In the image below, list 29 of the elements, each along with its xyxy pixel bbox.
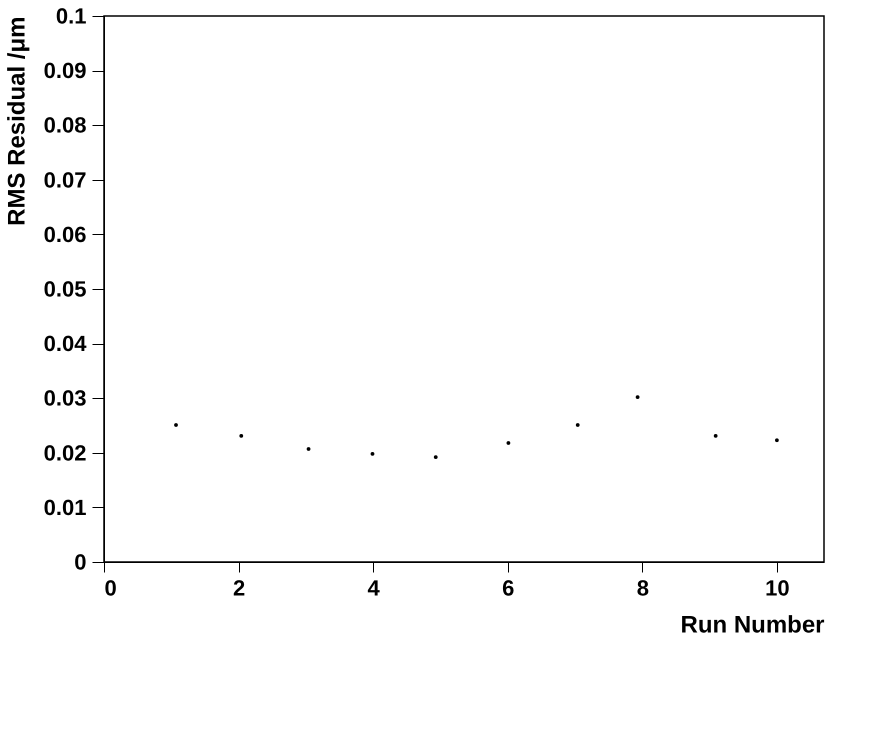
point	[775, 438, 779, 442]
y-tick-label: 0.01	[44, 494, 86, 520]
x-tick-label: 0	[104, 576, 117, 600]
point	[576, 423, 580, 427]
point	[714, 434, 718, 438]
y-tick-label: 0.05	[44, 276, 86, 302]
point	[239, 434, 244, 438]
y-tick-label: 0.08	[44, 112, 86, 138]
point	[434, 455, 438, 460]
point	[370, 452, 374, 456]
y-tick-label: 0.06	[44, 222, 86, 247]
x-tick-label: 10	[765, 576, 790, 600]
x-tick-label: 8	[636, 576, 649, 600]
point	[306, 447, 310, 451]
y-tick-label: 0	[74, 550, 86, 574]
y-tick-label: 0.1	[56, 4, 86, 28]
x-tick-label: 2	[232, 576, 246, 600]
y-tick-label: 0.03	[44, 386, 86, 411]
x-tick-label: 4	[368, 576, 381, 600]
point	[506, 441, 510, 445]
x-axis-title: Run Number	[680, 612, 824, 638]
point	[174, 423, 178, 427]
y-tick-label: 0.04	[44, 331, 88, 356]
x-tick-label: 6	[502, 576, 514, 600]
y-tick-label: 0.09	[44, 58, 86, 84]
y-tick-label: 0.07	[44, 167, 86, 192]
y-axis-title: RMS Residual /μm	[4, 16, 31, 226]
y-tick-label: 0.02	[44, 440, 86, 466]
point	[636, 395, 640, 399]
